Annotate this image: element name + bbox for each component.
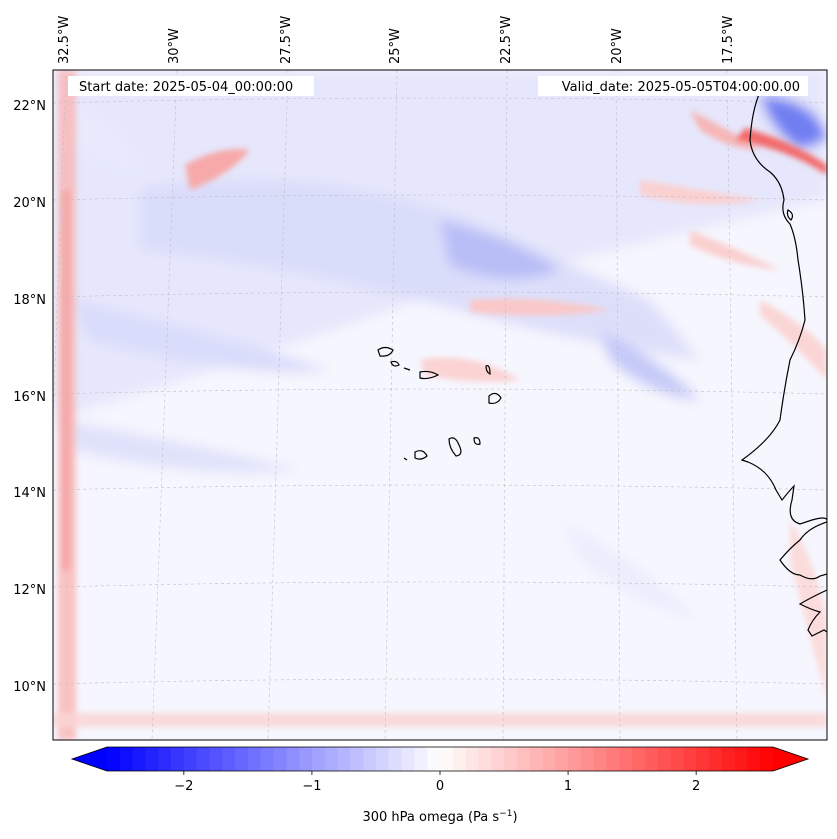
colorbar-segment <box>222 747 236 771</box>
colorbar-segment <box>747 747 761 771</box>
colorbar-segment <box>171 747 185 771</box>
lat-label: 14°N <box>13 486 46 501</box>
colorbar-segment <box>440 747 454 771</box>
start-date-text: Start date: 2025-05-04_00:00:00 <box>79 80 293 95</box>
colorbar-segment <box>286 747 300 771</box>
colorbar-segment <box>132 747 146 771</box>
lat-label: 16°N <box>13 390 46 405</box>
colorbar-tick-label: −2 <box>174 779 193 794</box>
colorbar-segment <box>721 747 735 771</box>
colorbar-segment <box>388 747 402 771</box>
lon-label: 27.5°W <box>279 16 294 64</box>
colorbar-segment <box>107 747 121 771</box>
colorbar-segment <box>401 747 415 771</box>
colorbar-segment <box>632 747 646 771</box>
colorbar-segment <box>580 747 595 771</box>
colorbar-segment <box>670 747 684 771</box>
longitude-labels: 32.5°W 30°W 27.5°W 25°W 22.5°W 20°W 17.5… <box>57 16 736 64</box>
colorbar-segment <box>465 747 479 771</box>
lon-label: 32.5°W <box>57 16 72 64</box>
lon-label: 17.5°W <box>721 16 736 64</box>
colorbar-tick-label: −1 <box>302 779 321 794</box>
colorbar-segment <box>299 747 313 771</box>
colorbar-tick-label: 1 <box>564 779 572 794</box>
colorbar-segment <box>683 747 697 771</box>
valid-date-text: Valid_date: 2025-05-05T04:00:00.00 <box>562 80 800 95</box>
colorbar-segment <box>273 747 287 771</box>
colorbar-segment <box>311 747 326 771</box>
lat-label: 20°N <box>13 196 46 211</box>
colorbar-segment <box>734 747 748 771</box>
lat-label: 12°N <box>13 583 46 598</box>
coastline <box>377 91 827 637</box>
colorbar-outline <box>70 746 810 772</box>
colorbar-segment <box>145 747 159 771</box>
latitude-labels: 22°N 20°N 18°N 16°N 14°N 12°N 10°N <box>13 99 46 695</box>
lon-label: 22.5°W <box>499 16 514 64</box>
omega-field <box>53 70 827 740</box>
colorbar-segment <box>606 747 620 771</box>
valid-date-box <box>538 76 808 96</box>
lat-label: 18°N <box>13 293 46 308</box>
colorbar-tick-label: 0 <box>436 779 444 794</box>
graticule <box>53 70 827 740</box>
colorbar-segment <box>529 747 543 771</box>
colorbar-segment <box>593 747 607 771</box>
colorbar-segment <box>760 747 774 771</box>
colorbar-segment <box>375 747 390 771</box>
colorbar-segment <box>196 747 210 771</box>
colorbar-segment <box>516 747 531 771</box>
colorbar-label-end: ) <box>512 810 517 825</box>
colorbar: −2 −1 0 1 2 300 hPa omega (Pa s−1) <box>70 746 810 825</box>
colorbar-segment <box>491 747 505 771</box>
colorbar-segment <box>657 747 671 771</box>
colorbar-ticks: −2 −1 0 1 2 <box>174 771 700 794</box>
colorbar-label-main: 300 hPa omega (Pa s <box>362 810 499 825</box>
colorbar-segment <box>324 747 338 771</box>
colorbar-tick-label: 2 <box>692 779 700 794</box>
colorbar-segment <box>644 747 659 771</box>
colorbar-segment <box>235 747 249 771</box>
colorbar-segment <box>158 747 172 771</box>
lon-label: 25°W <box>388 28 403 64</box>
colorbar-segments <box>72 747 808 771</box>
lon-label: 20°W <box>610 28 625 64</box>
colorbar-segment <box>209 747 223 771</box>
lat-label: 10°N <box>13 680 46 695</box>
colorbar-segment <box>337 747 351 771</box>
colorbar-segment <box>260 747 274 771</box>
colorbar-segment <box>555 747 569 771</box>
colorbar-min-extension <box>72 747 107 771</box>
colorbar-segment <box>350 747 364 771</box>
colorbar-segment <box>708 747 723 771</box>
colorbar-segment <box>183 747 198 771</box>
lat-label: 22°N <box>13 99 46 114</box>
colorbar-segment <box>363 747 377 771</box>
colorbar-segment <box>568 747 582 771</box>
colorbar-segment <box>542 747 556 771</box>
colorbar-max-extension <box>773 747 808 771</box>
colorbar-label: 300 hPa omega (Pa s−1) <box>362 809 517 825</box>
colorbar-segment <box>478 747 492 771</box>
colorbar-segment <box>427 747 441 771</box>
colorbar-segment <box>452 747 467 771</box>
colorbar-segment <box>119 747 134 771</box>
colorbar-segment <box>619 747 633 771</box>
colorbar-segment <box>504 747 518 771</box>
colorbar-label-sup: −1 <box>499 809 512 819</box>
colorbar-segment <box>247 747 262 771</box>
colorbar-segment <box>696 747 710 771</box>
map-frame <box>52 69 828 741</box>
lon-label: 30°W <box>167 28 182 64</box>
colorbar-segment <box>414 747 428 771</box>
map-panel: Start date: 2025-05-04_00:00:00 Valid_da… <box>13 16 828 741</box>
start-date-box <box>68 76 314 96</box>
